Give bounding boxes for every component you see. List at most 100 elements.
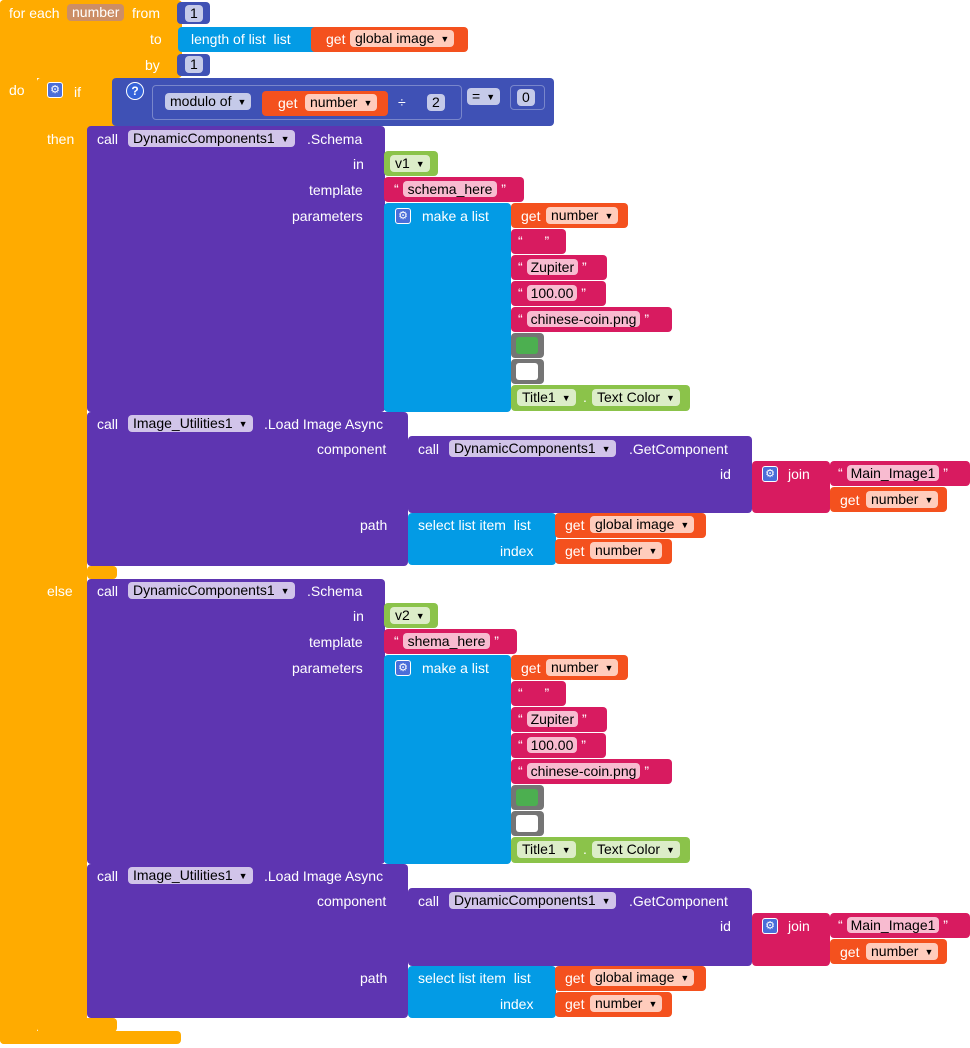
component-dropdown[interactable]: Title1 ▼ [517,841,576,858]
join-label: join [788,466,810,482]
if-else-divider [87,566,117,579]
index-label: index [500,543,534,559]
call-label: call [97,868,119,884]
param-text[interactable]: “ 100.00 ” [518,737,586,753]
length-of-list-block[interactable] [178,27,318,52]
component-dropdown[interactable]: DynamicComponents1 ▼ [449,440,616,457]
if-else-rail [37,78,87,1032]
in-value-dropdown[interactable]: v1 ▼ [390,155,430,172]
get-label: get [521,660,541,676]
divisor-field[interactable]: 2 [427,94,445,111]
call-label: call [97,131,119,147]
schema-call-block[interactable] [87,579,385,864]
call-label: call [97,583,119,599]
color-swatch[interactable] [516,815,538,832]
parameters-label: parameters [292,660,363,676]
length-of-list-label: length of list list [191,31,291,47]
call-label: call [418,893,440,909]
component-dropdown[interactable]: Title1 ▼ [517,389,576,406]
if-mutator-gear-icon[interactable]: ⚙ [47,82,63,98]
number-dropdown[interactable]: number ▼ [546,659,619,676]
number-dropdown[interactable]: number ▼ [866,943,939,960]
in-value-dropdown[interactable]: v2 ▼ [390,607,430,624]
index-label: index [500,996,534,1012]
parameters-label: parameters [292,208,363,224]
param-text[interactable]: “ chinese-coin.png ” [518,311,649,327]
property-dropdown[interactable]: Text Color ▼ [592,841,680,858]
get-label: get [521,208,541,224]
component-dropdown[interactable]: DynamicComponents1 ▼ [449,892,616,909]
load-image-call-block[interactable] [87,412,408,566]
equals-dropdown[interactable]: = ▼ [467,88,501,105]
list-mutator-gear-icon[interactable]: ⚙ [395,660,411,676]
do-label: do [9,82,25,98]
param-text[interactable]: “ chinese-coin.png ” [518,763,649,779]
join-text[interactable]: “ Main_Image1 ” [838,465,948,481]
color-swatch[interactable] [516,363,538,380]
select-list-item-block[interactable] [408,513,556,565]
make-a-list-block[interactable] [384,655,511,864]
param-text[interactable]: “ ” [518,233,550,249]
number-dropdown[interactable]: number ▼ [590,542,663,559]
number-dropdown[interactable]: number ▼ [546,207,619,224]
get-label: get [840,944,860,960]
schema-call-block[interactable] [87,126,385,412]
in-label: in [353,608,364,624]
select-list-item-block[interactable] [408,966,556,1018]
number-dropdown[interactable]: number ▼ [866,491,939,508]
component-dropdown[interactable]: DynamicComponents1 ▼ [128,582,295,599]
join-text[interactable]: “ Main_Image1 ” [838,917,948,933]
select-list-item-label: select list item list [418,970,531,986]
join-label: join [788,918,810,934]
method-label: .Load Image Async [264,416,384,432]
global-image-dropdown[interactable]: global image ▼ [590,516,695,533]
param-text-block[interactable] [511,229,566,254]
modulo-of-dropdown[interactable]: modulo of ▼ [165,93,252,110]
param-text[interactable]: “ Zupiter ” [518,711,587,727]
by-number-field[interactable]: 1 [185,56,203,73]
loop-variable-field[interactable]: number [67,4,125,21]
number-dropdown[interactable]: number ▼ [590,995,663,1012]
template-text[interactable]: “ schema_here ” [394,181,506,197]
template-text[interactable]: “ shema_here ” [394,633,499,649]
id-label: id [720,918,731,934]
make-a-list-label: make a list [422,660,489,676]
color-swatch[interactable] [516,337,538,354]
if-label: if [74,84,81,100]
number-dropdown[interactable]: number ▼ [305,94,378,111]
global-image-dropdown[interactable]: global image ▼ [350,30,455,47]
property-dropdown[interactable]: Text Color ▼ [592,389,680,406]
id-label: id [720,466,731,482]
list-mutator-gear-icon[interactable]: ⚙ [395,208,411,224]
param-text-block[interactable] [511,681,566,706]
call-label: call [418,441,440,457]
component-dropdown[interactable]: DynamicComponents1 ▼ [128,130,295,147]
param-text[interactable]: “ ” [518,685,550,701]
from-label: from [132,5,160,21]
component-label: component [317,441,387,457]
to-label: to [150,31,162,47]
component-dropdown[interactable]: Image_Utilities1 ▼ [128,415,253,432]
template-label: template [309,634,363,650]
load-image-call-block[interactable] [87,864,408,1018]
global-image-dropdown[interactable]: global image ▼ [590,969,695,986]
for-each-body-rail [0,0,37,1044]
if-else-bottom [37,1018,117,1032]
get-label: get [565,970,585,986]
zero-field[interactable]: 0 [517,89,535,106]
get-label: get [278,95,298,111]
make-a-list-label: make a list [422,208,489,224]
join-mutator-gear-icon[interactable]: ⚙ [762,918,778,934]
component-dropdown[interactable]: Image_Utilities1 ▼ [128,867,253,884]
make-a-list-block[interactable] [384,203,511,412]
method-label: .GetComponent [629,441,728,457]
join-mutator-gear-icon[interactable]: ⚙ [762,466,778,482]
method-label: .Load Image Async [264,868,384,884]
param-text[interactable]: “ Zupiter ” [518,259,587,275]
help-question-icon[interactable]: ? [126,82,144,100]
color-swatch[interactable] [516,789,538,806]
from-number-field[interactable]: 1 [185,5,203,22]
then-label: then [47,131,75,147]
param-text[interactable]: “ 100.00 ” [518,285,586,301]
